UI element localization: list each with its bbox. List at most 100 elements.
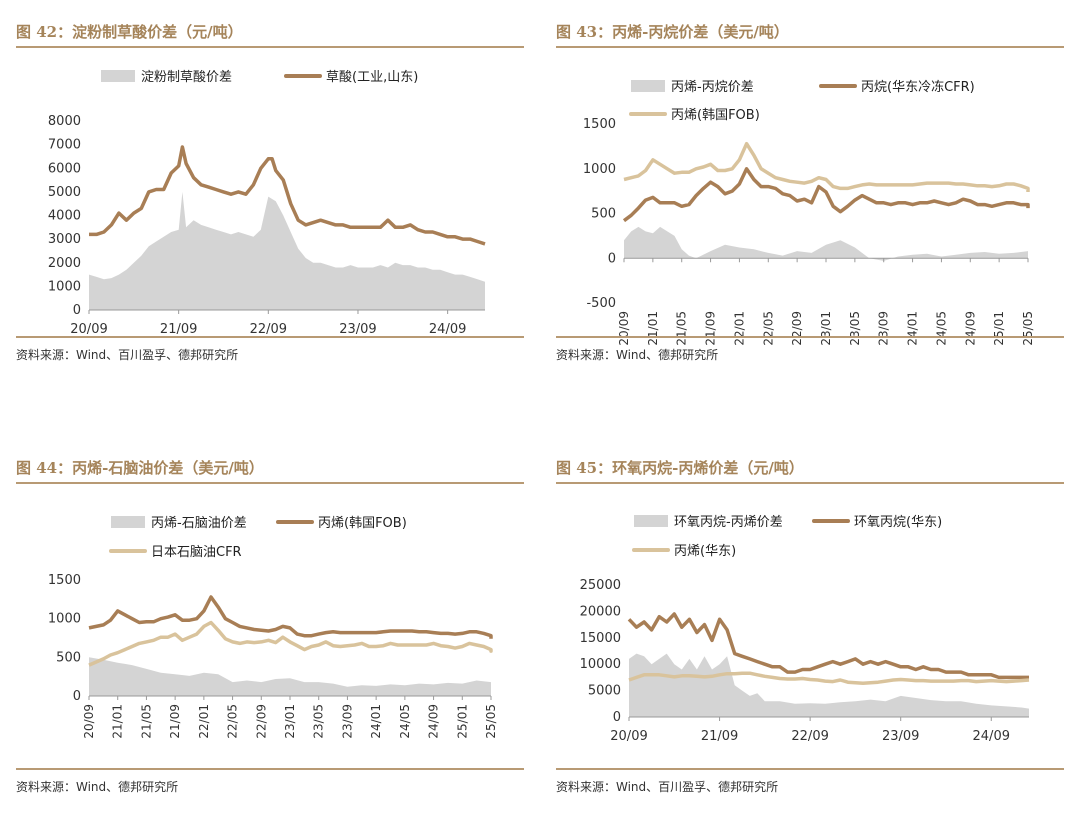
y-tick-label: 0 xyxy=(73,689,81,704)
title-rule xyxy=(556,482,1064,484)
x-tick-label: 23/05 xyxy=(312,704,326,739)
x-tick-label: 22/09 xyxy=(790,311,804,346)
series-line-2 xyxy=(623,141,1030,192)
legend-label: 环氧丙烷-丙烯价差 xyxy=(674,515,783,530)
x-tick-label: 21/01 xyxy=(111,704,125,739)
figure-44: 图 44：丙烯-石脑油价差（美元/吨） 0 500 1000 1500 20/09 21/… xyxy=(16,452,524,812)
x-tick-label: 21/09 xyxy=(704,311,718,346)
x-tick-label: 25/01 xyxy=(992,311,1006,346)
figure-title: 图 42：淀粉制草酸价差（元/吨） xyxy=(16,23,243,41)
x-tick-label: 22/09 xyxy=(791,729,828,744)
x-tick-label: 22/09 xyxy=(250,322,287,337)
x-tick-label: 20/09 xyxy=(82,704,96,739)
x-tick-label: 20/09 xyxy=(70,322,107,337)
x-tick-label: 24/05 xyxy=(934,311,948,346)
x-tick-label: 24/09 xyxy=(973,729,1010,744)
y-tick-label: 0 xyxy=(73,303,81,318)
y-tick-label: 15000 xyxy=(580,631,621,646)
y-tick-label: 0 xyxy=(608,251,616,266)
y-tick-label: 1000 xyxy=(48,612,81,627)
series-area-0 xyxy=(89,657,491,696)
x-tick-label: 23/09 xyxy=(340,704,354,739)
y-tick-label: -500 xyxy=(586,296,616,311)
x-tick-label: 25/05 xyxy=(1021,311,1035,346)
title-rule xyxy=(556,46,1064,48)
series-area-0 xyxy=(89,191,485,310)
source-note: 资料来源：Wind、百川盈孚、德邦研究所 xyxy=(16,348,239,362)
source-note: 资料来源：Wind、德邦研究所 xyxy=(556,348,719,362)
x-tick-label: 23/09 xyxy=(882,729,919,744)
chart-po-propylene-spread: 0 5000 10000 15000 20000 25000 20/09 21/09 22/09… xyxy=(580,515,1030,744)
x-tick-label: 25/05 xyxy=(484,704,498,739)
series-area-0 xyxy=(629,653,1029,717)
title-rule xyxy=(16,46,524,48)
x-tick-label: 24/09 xyxy=(429,322,466,337)
x-tick-label: 22/05 xyxy=(761,311,775,346)
source-rule xyxy=(556,336,1064,338)
x-tick-label: 24/09 xyxy=(963,311,977,346)
y-tick-label: 0 xyxy=(613,710,621,725)
series-line-1 xyxy=(627,612,1029,680)
x-tick-label: 22/05 xyxy=(226,704,240,739)
y-tick-label: 20000 xyxy=(580,604,621,619)
legend-label: 丙烯(韩国FOB) xyxy=(318,516,407,531)
legend-label: 淀粉制草酸价差 xyxy=(141,70,232,85)
legend-swatch xyxy=(101,70,135,82)
x-tick-label: 25/01 xyxy=(455,704,469,739)
y-tick-label: 1500 xyxy=(583,117,616,132)
figure-43: 图 43：丙烯-丙烷价差（美元/吨） -500 0 500 1000 1500 20/09… xyxy=(556,16,1064,386)
legend-swatch xyxy=(111,516,145,528)
y-tick-label: 6000 xyxy=(48,161,81,176)
legend-label: 丙烯-丙烷价差 xyxy=(671,80,754,95)
y-tick-label: 5000 xyxy=(48,185,81,200)
title-rule xyxy=(16,482,524,484)
chart-propylene-propane-spread: -500 0 500 1000 1500 20/09 21/01 21/05 21/09 22/0… xyxy=(583,79,1035,346)
series-line-1 xyxy=(88,595,493,639)
y-tick-label: 3000 xyxy=(48,232,81,247)
y-tick-label: 5000 xyxy=(588,684,621,699)
figure-title: 图 45：环氧丙烷-丙烯价差（元/吨） xyxy=(556,459,804,477)
x-tick-label: 24/01 xyxy=(906,311,920,346)
x-tick-label: 22/01 xyxy=(197,704,211,739)
source-note: 资料来源：Wind、百川盈孚、德邦研究所 xyxy=(556,780,779,794)
legend-label: 丙烯(华东) xyxy=(674,544,736,559)
source-rule xyxy=(16,768,524,770)
x-tick-label: 21/05 xyxy=(139,704,153,739)
y-tick-label: 2000 xyxy=(48,256,81,271)
y-tick-label: 1000 xyxy=(48,279,81,294)
y-tick-label: 8000 xyxy=(48,114,81,129)
x-tick-label: 23/05 xyxy=(848,311,862,346)
x-tick-label: 23/01 xyxy=(819,311,833,346)
x-tick-label: 21/05 xyxy=(675,311,689,346)
x-tick-label: 21/09 xyxy=(701,729,738,744)
y-tick-label: 4000 xyxy=(48,209,81,224)
series-line-2 xyxy=(88,620,493,667)
series-line-1 xyxy=(89,145,486,246)
x-tick-label: 22/01 xyxy=(732,311,746,346)
chart-starch-oxalic-spread: 0 1000 2000 3000 4000 5000 6000 7000 8000 20/09 21… xyxy=(48,70,486,337)
x-tick-label: 20/09 xyxy=(610,729,647,744)
figure-42: 图 42：淀粉制草酸价差（元/吨） 0 1000 2000 3000 4000 5000 6… xyxy=(16,16,524,386)
x-tick-label: 23/09 xyxy=(877,311,891,346)
x-tick-label: 24/01 xyxy=(369,704,383,739)
source-rule xyxy=(556,768,1064,770)
series-line-1 xyxy=(622,167,1030,223)
x-tick-label: 21/01 xyxy=(646,311,660,346)
source-note: 资料来源：Wind、德邦研究所 xyxy=(16,780,179,794)
y-tick-label: 1000 xyxy=(583,162,616,177)
y-tick-label: 25000 xyxy=(580,578,621,593)
x-tick-label: 23/09 xyxy=(339,322,376,337)
legend-swatch xyxy=(634,515,668,527)
y-tick-label: 7000 xyxy=(48,138,81,153)
y-tick-label: 10000 xyxy=(580,657,621,672)
y-tick-label: 500 xyxy=(56,650,81,665)
figure-title: 图 44：丙烯-石脑油价差（美元/吨） xyxy=(16,459,264,477)
x-tick-label: 20/09 xyxy=(617,311,631,346)
legend-label: 草酸(工业,山东) xyxy=(326,70,418,85)
legend-label: 丙烷(华东冷冻CFR) xyxy=(861,79,975,95)
x-tick-label: 21/09 xyxy=(168,704,182,739)
legend-label: 日本石脑油CFR xyxy=(151,545,242,560)
legend-swatch xyxy=(631,80,665,92)
legend-label: 环氧丙烷(华东) xyxy=(854,515,942,530)
legend-label: 丙烯(韩国FOB) xyxy=(671,108,760,123)
